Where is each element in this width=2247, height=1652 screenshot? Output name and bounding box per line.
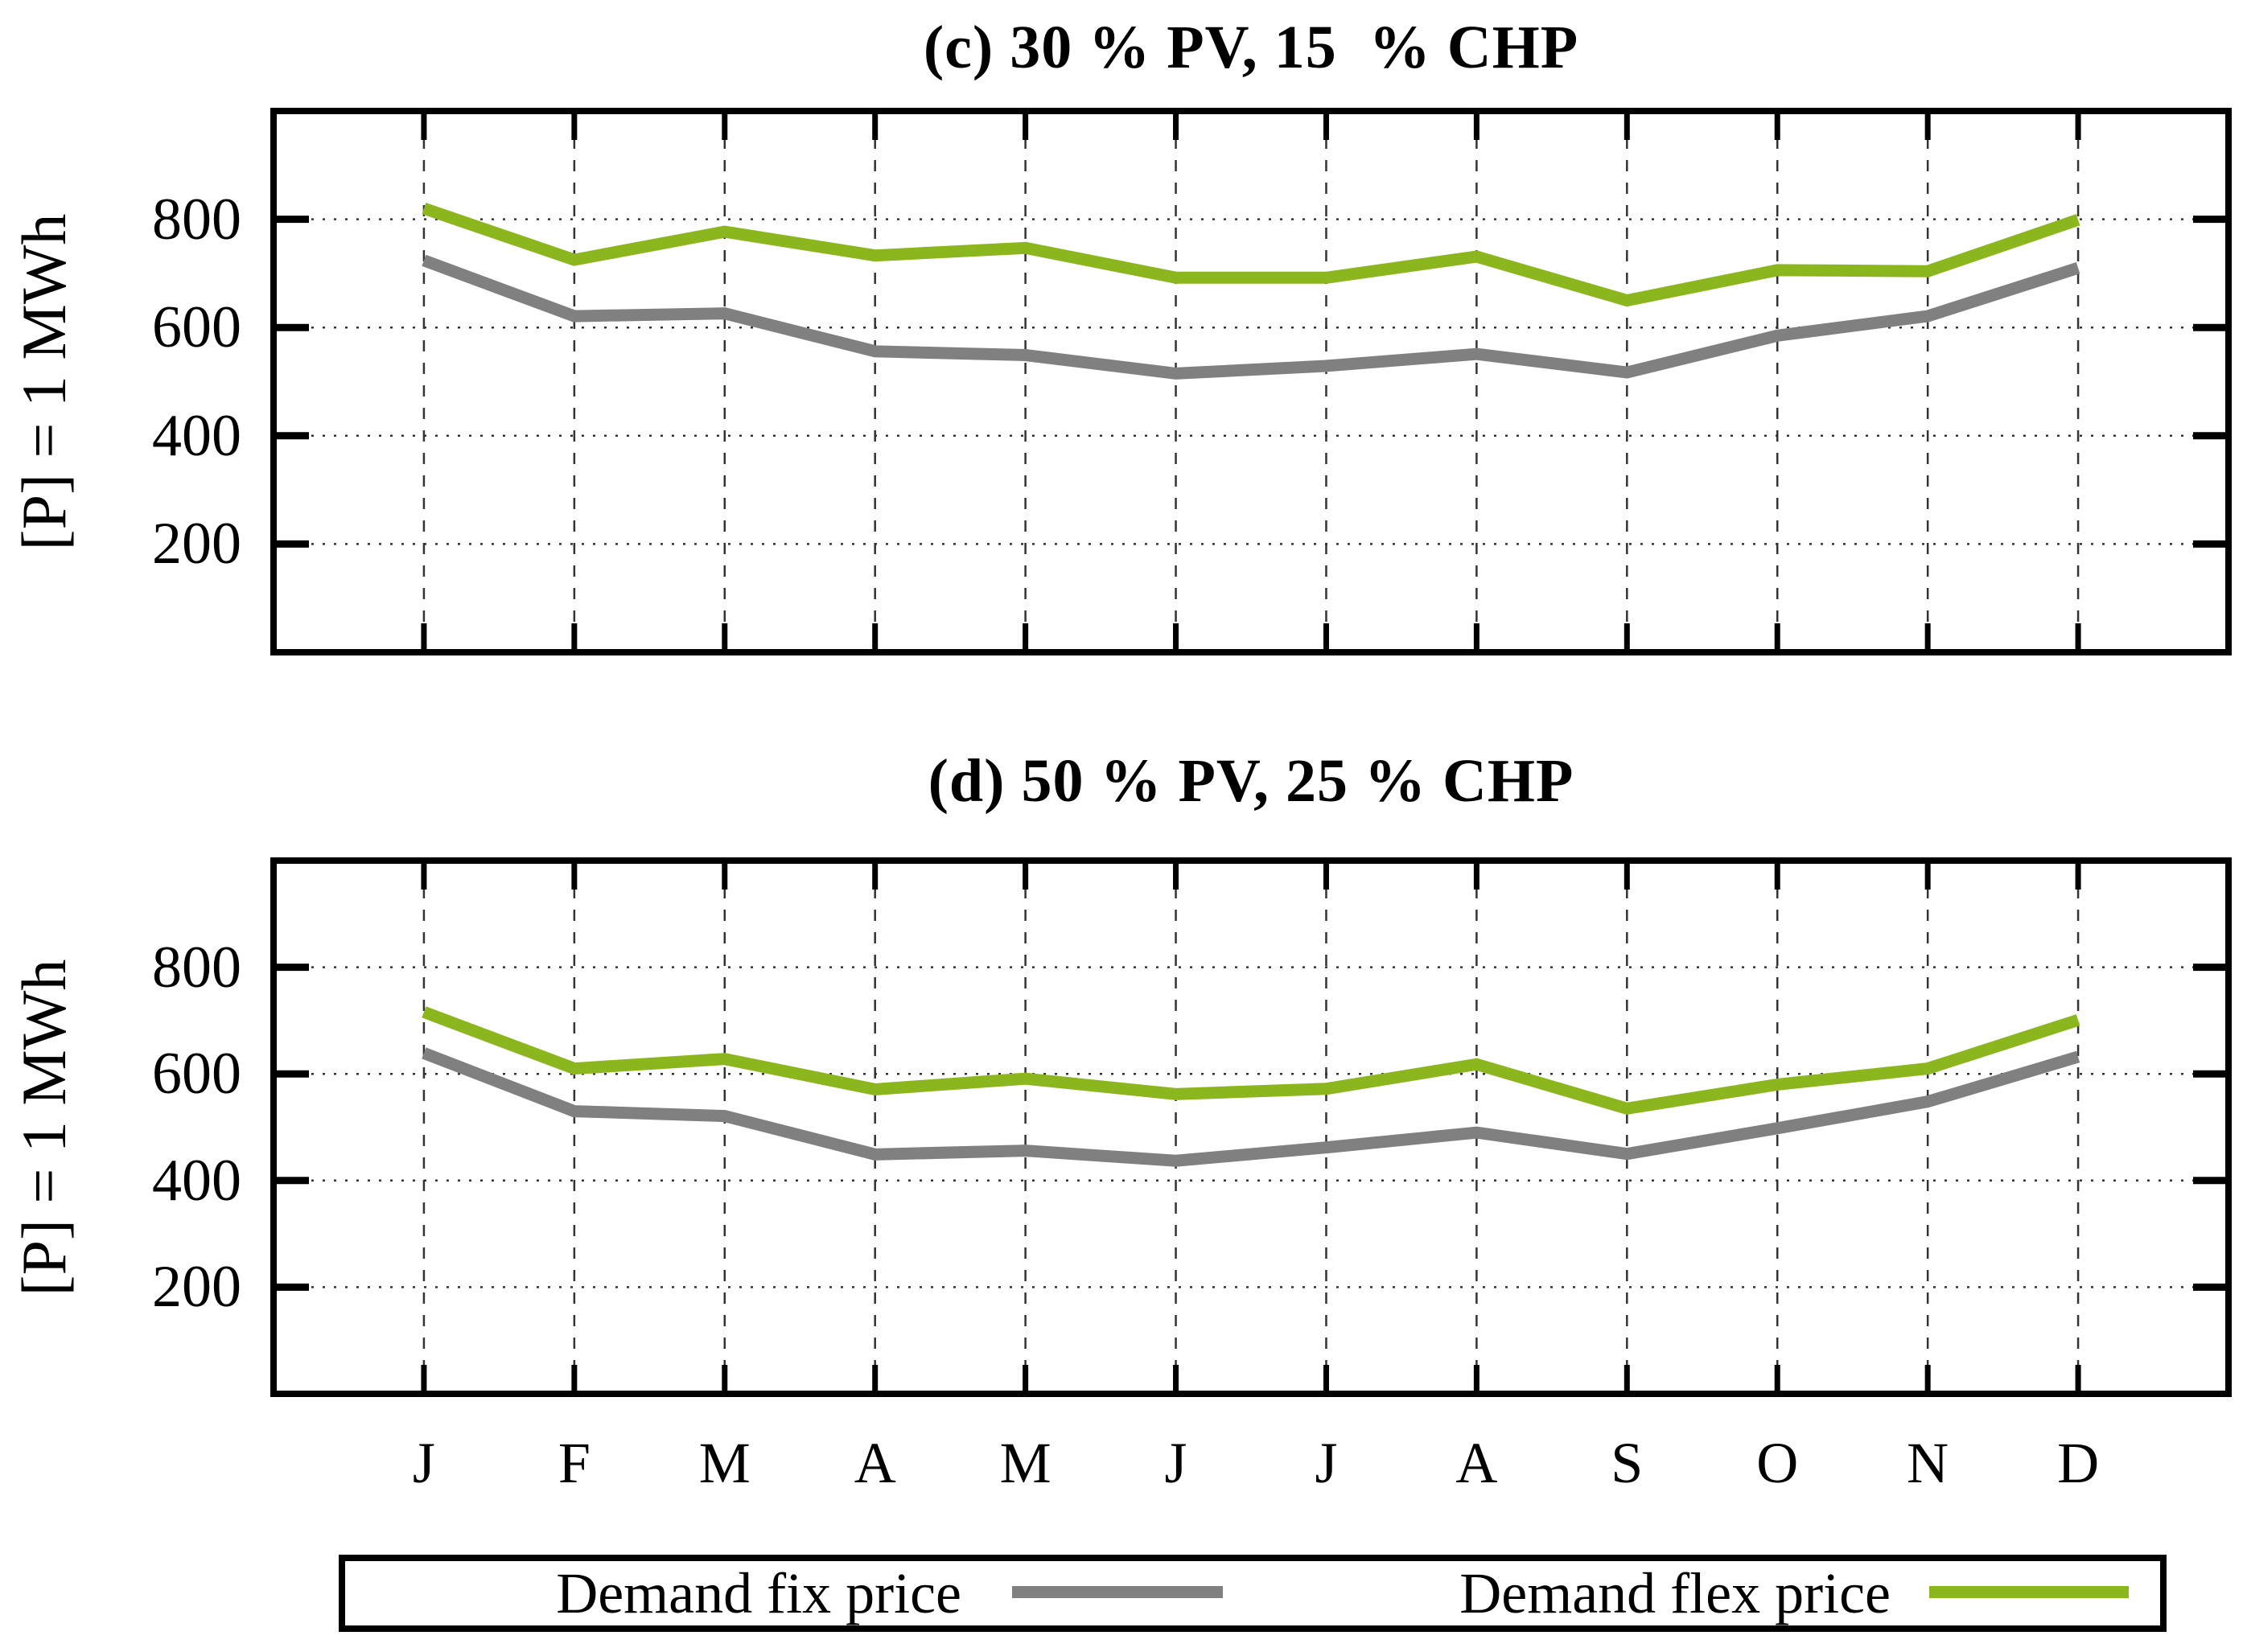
chart-d-title: (d) 50 % PV, 25 % CHP <box>928 747 1574 815</box>
y-tick-label: 200 <box>152 1254 241 1321</box>
month-label: D <box>2057 1431 2100 1495</box>
y-tick-label: 800 <box>152 186 241 253</box>
month-label: F <box>558 1431 591 1495</box>
chart-c-title: (c) 30 % PV, 15 % CHP <box>923 14 1579 81</box>
series-line-fix <box>422 254 2080 380</box>
plot-frame <box>270 108 2232 655</box>
chart-c-y-axis-label: [P] = 1 MWh <box>9 213 79 551</box>
month-label: N <box>1907 1431 1949 1495</box>
plot-frame <box>270 857 2232 1397</box>
month-label: J <box>412 1431 435 1495</box>
month-label: O <box>1756 1431 1799 1495</box>
month-label: J <box>1164 1431 1187 1495</box>
chart-d-y-axis-label: [P] = 1 MWh <box>9 959 79 1297</box>
y-tick-label: 400 <box>152 1147 241 1214</box>
y-tick-label: 600 <box>152 294 241 361</box>
series-line-flex <box>422 1006 2080 1115</box>
legend-label-fix: Demand fix price <box>556 1561 961 1625</box>
month-label: A <box>1455 1431 1498 1495</box>
series-line-fix <box>422 1047 2080 1167</box>
legend <box>339 1555 2167 1632</box>
y-tick-label: 400 <box>152 402 241 469</box>
y-tick-label: 200 <box>152 511 241 577</box>
y-tick-label: 800 <box>152 934 241 1001</box>
month-label: S <box>1611 1431 1644 1495</box>
series-line-flex <box>422 203 2080 307</box>
month-label: J <box>1315 1431 1338 1495</box>
month-label: M <box>999 1431 1051 1495</box>
legend-label-flex: Demand flex price <box>1459 1561 1891 1625</box>
legend-swatch-fix-line <box>1012 1586 1223 1598</box>
month-label: M <box>698 1431 751 1495</box>
legend-swatch-flex-line <box>1929 1586 2129 1598</box>
y-tick-label: 600 <box>152 1041 241 1107</box>
month-label: A <box>854 1431 896 1495</box>
